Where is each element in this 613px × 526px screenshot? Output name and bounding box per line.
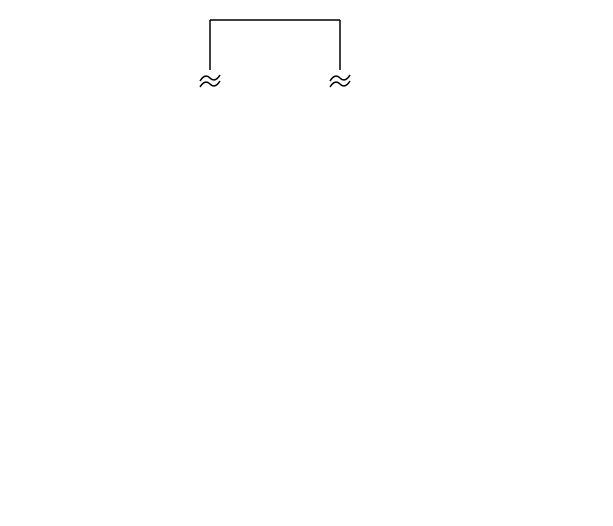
break-squiggle xyxy=(330,75,350,81)
break-squiggle xyxy=(330,81,350,87)
break-squiggle xyxy=(200,75,220,81)
break-squiggle xyxy=(200,81,220,87)
